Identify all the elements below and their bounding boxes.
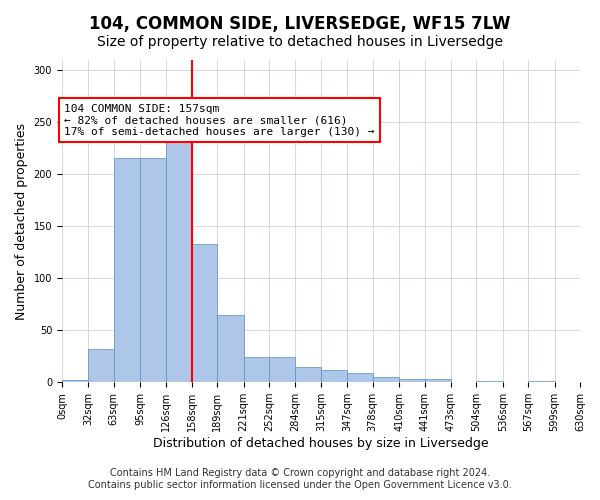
X-axis label: Distribution of detached houses by size in Liversedge: Distribution of detached houses by size … [153, 437, 489, 450]
Bar [217, 314, 244, 382]
Text: Contains HM Land Registry data © Crown copyright and database right 2024.
Contai: Contains HM Land Registry data © Crown c… [88, 468, 512, 490]
Bar [192, 244, 217, 382]
Bar [399, 379, 425, 382]
Bar [295, 366, 321, 382]
Bar [476, 381, 503, 382]
Bar [321, 370, 347, 382]
Bar [62, 380, 88, 382]
Bar [244, 358, 269, 382]
Bar [347, 373, 373, 382]
Text: 104, COMMON SIDE, LIVERSEDGE, WF15 7LW: 104, COMMON SIDE, LIVERSEDGE, WF15 7LW [89, 15, 511, 33]
Bar [166, 128, 192, 382]
Text: Size of property relative to detached houses in Liversedge: Size of property relative to detached ho… [97, 35, 503, 49]
Bar [373, 377, 399, 382]
Text: 104 COMMON SIDE: 157sqm
← 82% of detached houses are smaller (616)
17% of semi-d: 104 COMMON SIDE: 157sqm ← 82% of detache… [64, 104, 375, 137]
Y-axis label: Number of detached properties: Number of detached properties [15, 122, 28, 320]
Bar [88, 349, 114, 382]
Bar [269, 358, 295, 382]
Bar [114, 158, 140, 382]
Bar [528, 381, 554, 382]
Bar [425, 379, 451, 382]
Bar [140, 158, 166, 382]
